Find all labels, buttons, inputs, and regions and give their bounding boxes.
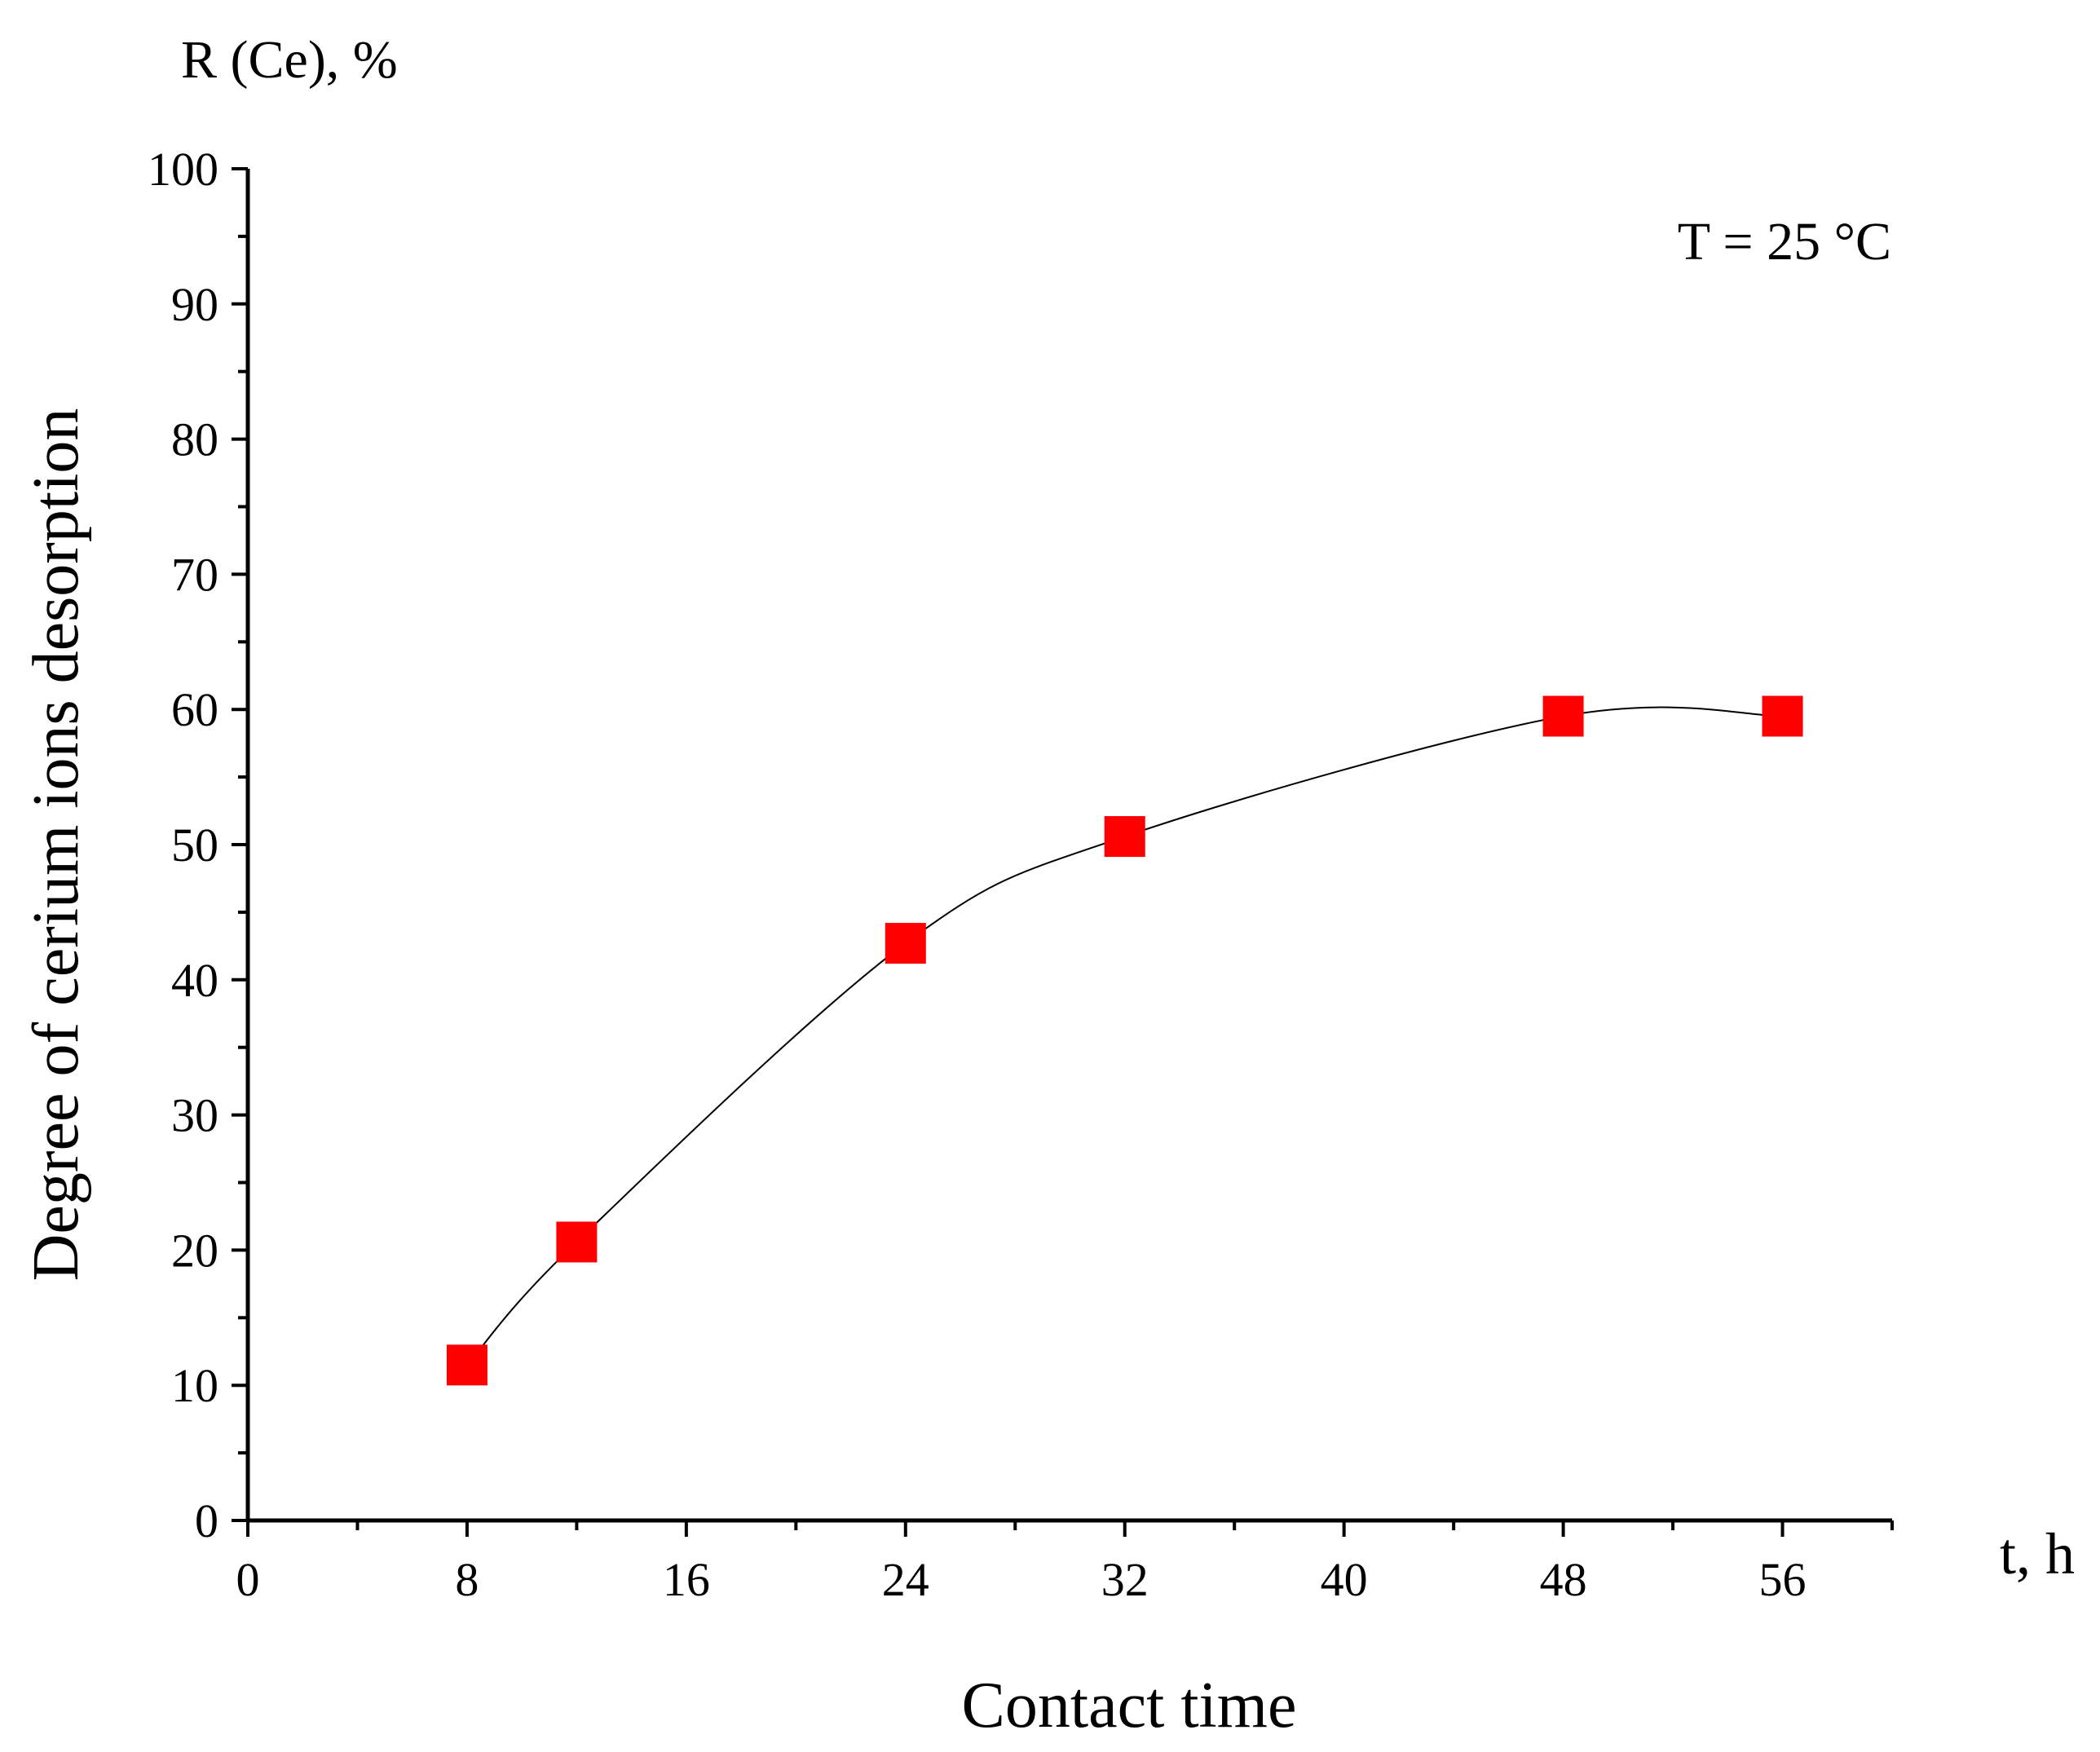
x-tick-label: 16 <box>663 1553 710 1606</box>
x-tick-label: 32 <box>1101 1553 1149 1606</box>
y-tick-label: 100 <box>148 143 218 196</box>
x-tick-label: 40 <box>1321 1553 1368 1606</box>
x-unit: t, h <box>2000 1521 2075 1587</box>
annotation: T = 25 °C <box>1678 212 1891 271</box>
x-tick-label: 48 <box>1540 1553 1587 1606</box>
y-tick-label: 30 <box>171 1089 218 1142</box>
marker <box>556 1221 598 1263</box>
y-tick-label: 20 <box>171 1224 218 1277</box>
x-tick-label: 8 <box>455 1553 479 1606</box>
marker <box>1762 695 1803 737</box>
y-tick-label: 90 <box>171 278 218 331</box>
y-tick-label: 60 <box>171 683 218 736</box>
y-unit-title: R (Ce), % <box>181 30 398 90</box>
fit-line <box>466 706 1783 1366</box>
marker <box>1104 816 1145 858</box>
marker <box>1542 695 1584 737</box>
marker <box>885 923 926 964</box>
y-tick-label: 40 <box>171 954 218 1007</box>
y-tick-label: 0 <box>195 1494 218 1547</box>
x-axis-label: Contact time <box>961 1670 1296 1741</box>
x-tick-label: 0 <box>236 1553 260 1606</box>
y-axis-label: Degree of cerium ions desorption <box>20 408 92 1282</box>
marker <box>446 1344 488 1386</box>
y-tick-label: 50 <box>171 819 218 872</box>
x-tick-label: 24 <box>882 1553 929 1606</box>
x-tick-label: 56 <box>1759 1553 1807 1606</box>
y-tick-label: 70 <box>171 548 218 601</box>
y-tick-label: 80 <box>171 413 218 466</box>
y-tick-label: 10 <box>171 1359 218 1412</box>
